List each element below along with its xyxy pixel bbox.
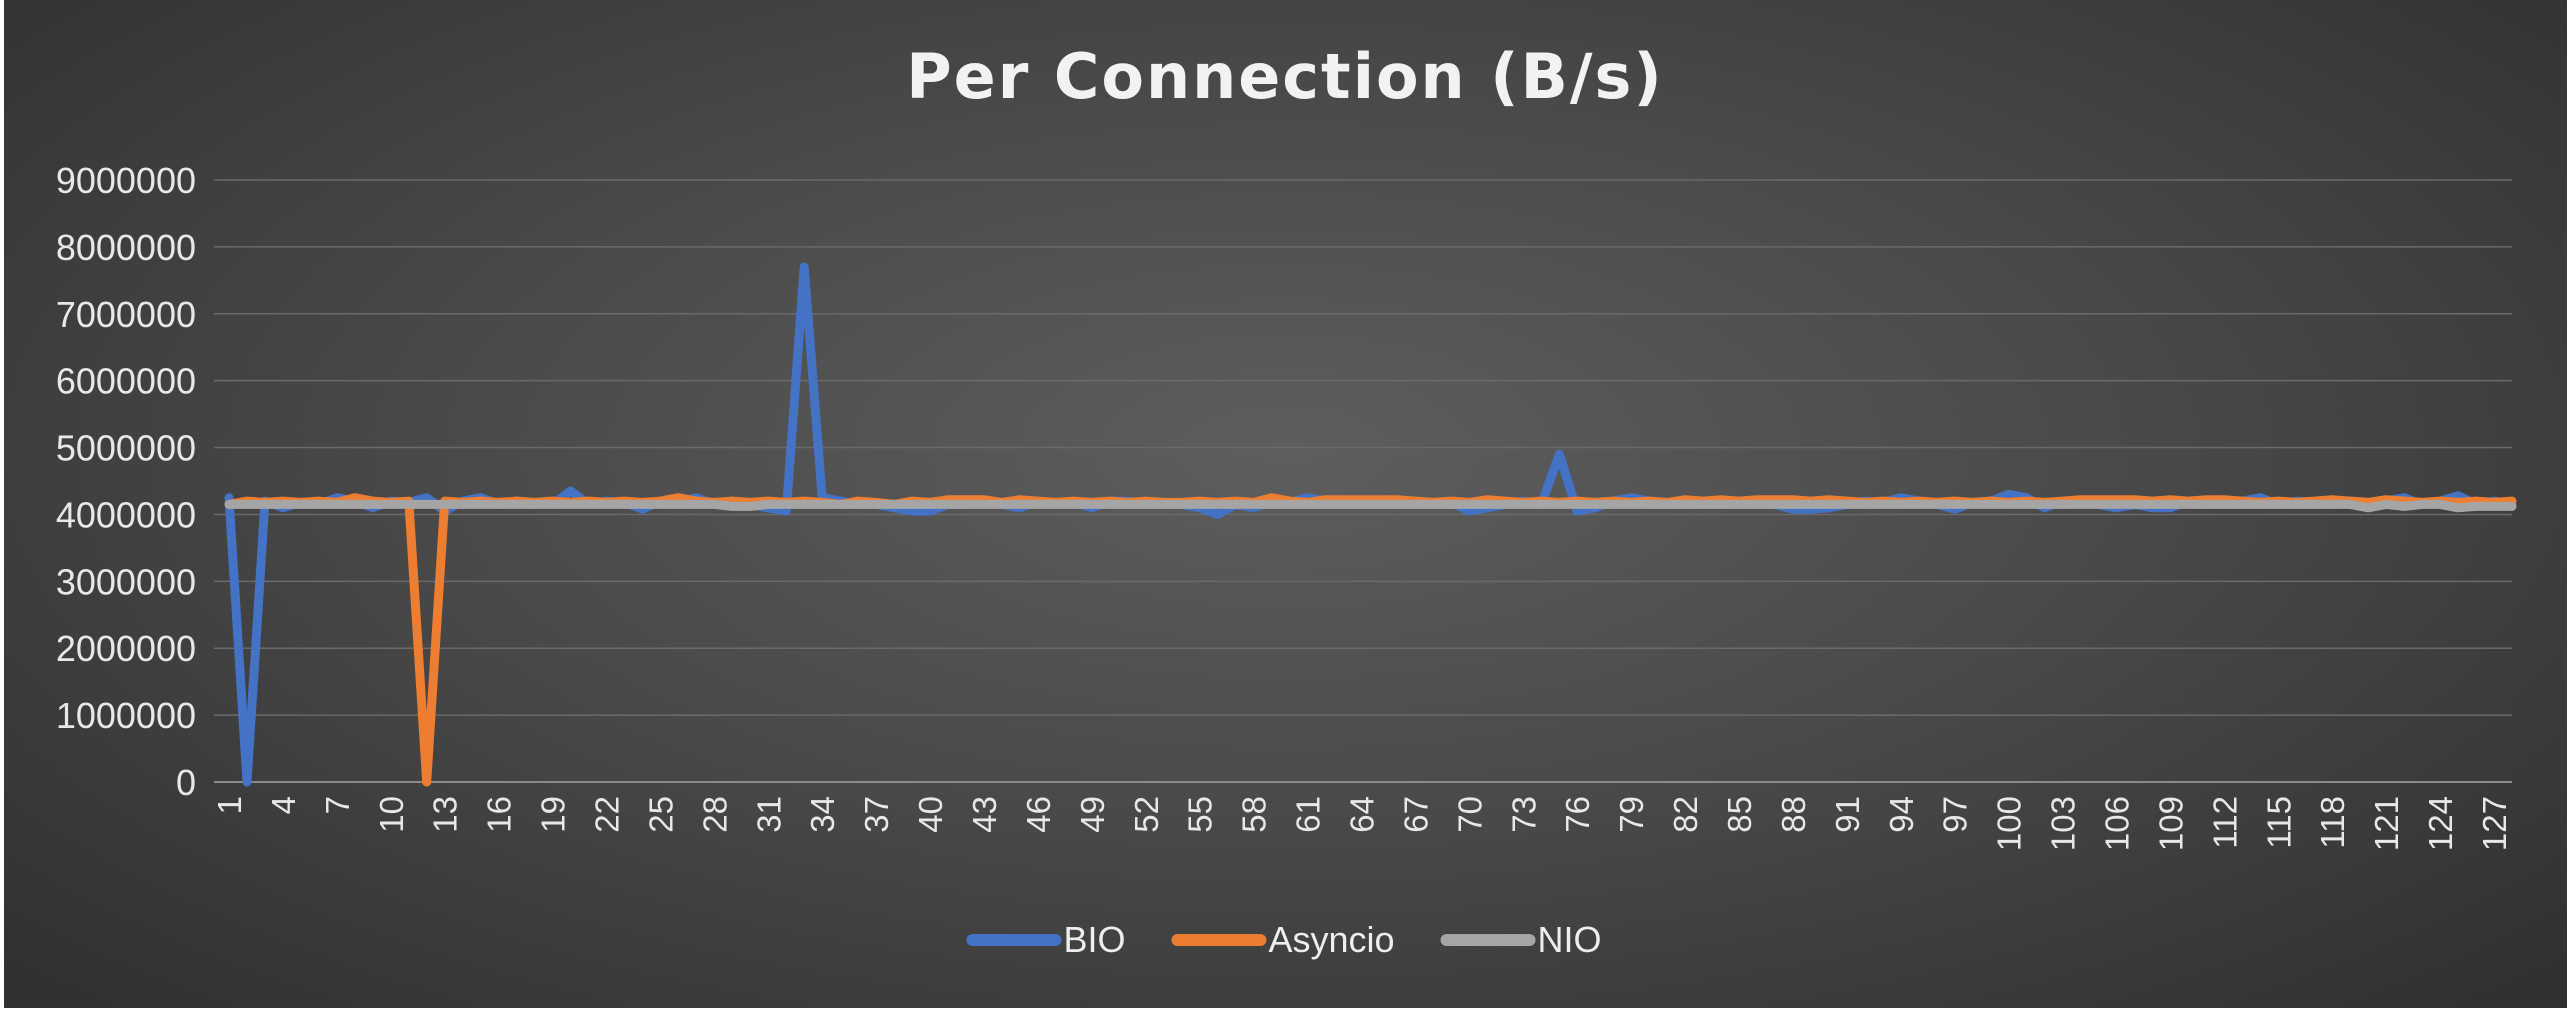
x-tick-label: 112 (2206, 796, 2243, 849)
x-tick-label: 13 (427, 796, 464, 833)
x-tick-label: 19 (535, 796, 572, 833)
x-tick-label: 115 (2260, 796, 2297, 849)
x-tick-label: 1 (211, 796, 248, 814)
legend-label-asyncio: Asyncio (1268, 919, 1394, 960)
y-tick-label: 4000000 (56, 494, 196, 535)
x-tick-label: 70 (1451, 796, 1488, 833)
x-tick-label: 76 (1559, 796, 1596, 833)
x-tick-label: 4 (265, 796, 302, 814)
line-chart: Per Connection (B/s) 0 1000000 2000000 3000… (56, 40, 2517, 960)
x-tick-label: 58 (1236, 796, 1273, 833)
x-tick-label: 43 (966, 796, 1003, 833)
x-tick-label: 124 (2422, 796, 2459, 851)
x-tick-label: 7 (319, 796, 356, 814)
y-tick-label: 8000000 (56, 227, 196, 268)
x-tick-label: 49 (1074, 796, 1111, 833)
x-tick-label: 127 (2476, 796, 2513, 851)
x-tick-label: 61 (1290, 796, 1327, 833)
y-tick-label: 9000000 (56, 160, 196, 201)
y-tick-label: 6000000 (56, 361, 196, 402)
x-tick-label: 37 (858, 796, 895, 833)
y-tick-label: 0 (176, 762, 196, 803)
y-tick-label: 5000000 (56, 428, 196, 469)
x-tick-label: 31 (750, 796, 787, 833)
series-lines (224, 262, 2517, 787)
x-tick-label: 16 (481, 796, 518, 833)
legend-label-bio: BIO (1063, 919, 1125, 960)
chart-title: Per Connection (B/s) (906, 40, 1664, 113)
x-tick-label: 109 (2152, 796, 2189, 851)
x-tick-label: 103 (2045, 796, 2082, 851)
x-tick-label: 40 (912, 796, 949, 833)
y-tick-label: 1000000 (56, 695, 196, 736)
x-tick-label: 88 (1775, 796, 1812, 833)
y-tick-label: 2000000 (56, 628, 196, 669)
legend: BIO Asyncio NIO (966, 919, 1602, 960)
x-tick-label: 106 (2099, 796, 2136, 851)
x-tick-label: 73 (1505, 796, 1542, 833)
x-tick-label: 82 (1667, 796, 1704, 833)
x-tick-label: 25 (642, 796, 679, 833)
x-tick-label: 100 (1991, 796, 2028, 851)
x-tick-label: 91 (1829, 796, 1866, 833)
y-axis-ticks: 0 1000000 2000000 3000000 4000000 5000000 6000… (56, 160, 196, 803)
x-tick-label: 34 (804, 796, 841, 833)
x-tick-label: 67 (1397, 796, 1434, 833)
y-tick-label: 7000000 (56, 294, 196, 335)
x-tick-label: 118 (2314, 796, 2351, 849)
x-tick-label: 28 (696, 796, 733, 833)
y-tick-label: 3000000 (56, 561, 196, 602)
x-tick-label: 10 (373, 796, 410, 833)
x-tick-label: 52 (1128, 796, 1165, 833)
series-line-asyncio (224, 493, 2517, 787)
gridlines (214, 179, 2512, 783)
chart-area: Per Connection (B/s) 0 1000000 2000000 3000… (4, 0, 2567, 1008)
x-tick-label: 64 (1344, 796, 1381, 833)
x-tick-label: 94 (1883, 796, 1920, 833)
x-tick-label: 46 (1020, 796, 1057, 833)
x-axis-ticks: 1 4 7 10 13 16 19 22 25 28 31 34 37 40 43 46 49 52 55 58 61 6… (211, 796, 2513, 851)
x-tick-label: 121 (2368, 796, 2405, 851)
legend-label-nio: NIO (1538, 919, 1602, 960)
x-tick-label: 55 (1182, 796, 1219, 833)
x-tick-label: 22 (589, 796, 626, 833)
x-tick-label: 85 (1721, 796, 1758, 833)
x-tick-label: 97 (1937, 796, 1974, 833)
x-tick-label: 79 (1613, 796, 1650, 833)
series-line-nio (224, 499, 2517, 513)
series-line-bio (224, 262, 2517, 787)
